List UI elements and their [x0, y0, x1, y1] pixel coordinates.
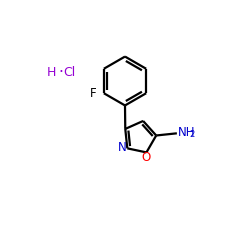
Text: ·: ·	[58, 65, 64, 80]
Text: F: F	[90, 87, 96, 100]
Text: H: H	[47, 66, 56, 79]
Text: Cl: Cl	[63, 66, 76, 79]
Text: O: O	[142, 151, 151, 164]
Text: NH: NH	[178, 126, 195, 138]
Text: 2: 2	[190, 130, 195, 139]
Text: N: N	[118, 140, 126, 153]
